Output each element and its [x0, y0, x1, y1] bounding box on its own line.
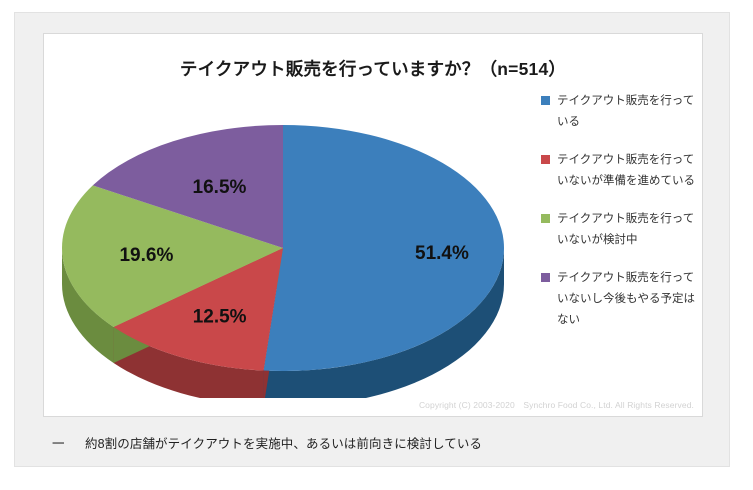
chart-title: テイクアウト販売を行っていますか？（n=514） — [179, 59, 567, 79]
legend-item-label: テイクアウト販売を行っている — [557, 95, 695, 128]
legend-item-label: テイクアウト販売を行っていないが検討中 — [557, 213, 695, 246]
legend-swatch-icon — [541, 214, 550, 223]
chart-legend: テイクアウト販売を行っている テイクアウト販売を行っていないが準備を進めている … — [541, 91, 699, 348]
caption-text: 約8割の店舗がテイクアウトを実施中、あるいは前向きに検討している — [85, 437, 483, 451]
pie-chart: 51.4% 12.5% 19.6% 16.5% — [52, 80, 514, 398]
pie-slice[interactable] — [113, 248, 283, 371]
legend-item-3[interactable]: テイクアウト販売を行っていないし今後もやる予定はない — [541, 268, 699, 331]
legend-swatch-icon — [541, 273, 550, 282]
pie-slice-value-label: 12.5% — [193, 307, 247, 328]
chart-card: テイクアウト販売を行っていますか？（n=514） 51.4% 12.5% 19.6%… — [43, 33, 703, 417]
pie-slice-value-label: 51.4% — [415, 243, 469, 264]
pie-slice[interactable] — [263, 125, 504, 371]
pie-slice-side — [113, 326, 264, 398]
pie-slice-side — [263, 248, 504, 398]
legend-item-label: テイクアウト販売を行っていないが準備を進めている — [557, 154, 695, 187]
legend-item-label: テイクアウト販売を行っていないし今後もやる予定はない — [557, 272, 695, 326]
pie-slices — [62, 125, 504, 371]
caption: 一 約8割の店舗がテイクアウトを実施中、あるいは前向きに検討している — [43, 433, 703, 452]
legend-item-1[interactable]: テイクアウト販売を行っていないが準備を進めている — [541, 150, 699, 192]
caption-bullet: 一 — [52, 437, 65, 451]
content-panel: テイクアウト販売を行っていますか？（n=514） 51.4% 12.5% 19.6%… — [14, 12, 730, 467]
pie-slice[interactable] — [92, 125, 283, 248]
legend-swatch-icon — [541, 155, 550, 164]
copyright-notice: Copyright (C) 2003-2020 Synchro Food Co.… — [418, 400, 694, 410]
legend-item-0[interactable]: テイクアウト販売を行っている — [541, 91, 699, 133]
pie-slice-value-label: 16.5% — [193, 177, 247, 198]
legend-swatch-icon — [541, 96, 550, 105]
legend-item-2[interactable]: テイクアウト販売を行っていないが検討中 — [541, 209, 699, 251]
pie-slice-side — [62, 248, 114, 363]
pie-chart-svg: 51.4% 12.5% 19.6% 16.5% — [62, 125, 504, 398]
pie-slice-value-label: 19.6% — [119, 245, 173, 266]
pie-slice[interactable] — [62, 185, 283, 327]
pie-slice-labels: 51.4% 12.5% 19.6% 16.5% — [119, 177, 469, 328]
